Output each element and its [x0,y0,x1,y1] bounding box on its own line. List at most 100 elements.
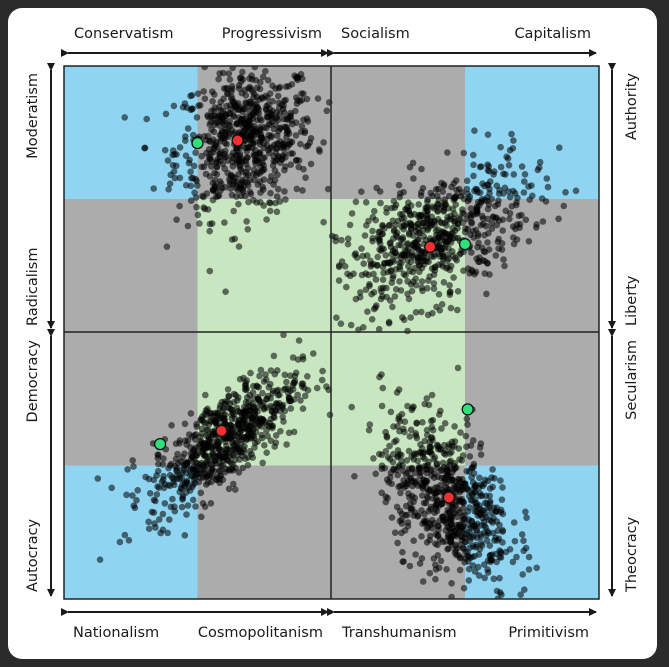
data-point [400,270,408,278]
data-point [447,535,455,543]
data-point [411,509,419,516]
data-point [443,238,451,245]
data-point [298,122,306,130]
data-point [430,285,438,293]
data-point [225,127,232,135]
data-point [500,170,507,178]
data-point [350,270,357,278]
data-point [461,558,468,566]
data-point [399,548,406,556]
data-point [462,432,470,440]
data-point [451,549,459,557]
data-point [448,593,455,599]
data-point [360,260,368,268]
data-point [292,369,300,377]
data-point [493,518,501,525]
data-point [426,569,434,577]
data-point [486,185,493,193]
label-conservatism: Conservatism [74,26,173,42]
data-point [187,106,195,114]
data-point [293,100,301,107]
data-point [525,238,533,245]
data-point [491,475,498,482]
data-point [520,189,528,196]
data-point [320,139,327,146]
data-point [267,199,274,207]
data-point [259,459,267,467]
data-point [370,270,377,278]
data-point [520,547,527,555]
data-point [401,418,409,426]
data-point [447,212,455,220]
data-point [187,197,195,204]
data-point [210,115,217,123]
data-point [202,391,209,399]
data-point [324,185,332,193]
data-point [423,257,430,265]
data-point [489,466,496,473]
data-point [409,278,417,286]
data-point [344,235,352,242]
data-point [198,430,206,437]
data-point [386,442,393,450]
data-point [444,149,451,156]
data-point [155,460,162,468]
data-point [249,139,257,147]
data-point [301,392,309,400]
data-point [433,303,440,311]
data-point [241,86,249,94]
data-point [437,557,445,565]
data-point [166,471,174,479]
data-point [382,252,390,259]
label-cosmopolitanism: Cosmopolitanism [198,625,323,641]
data-point [201,503,209,511]
label-capitalism: Capitalism [514,26,591,42]
data-point [455,445,463,452]
data-point [396,482,404,490]
data-point [484,239,491,246]
data-point [257,164,265,171]
data-point [510,137,517,144]
red-marker [442,491,456,504]
data-point [171,507,179,515]
data-point [364,308,371,316]
data-point [414,220,422,228]
data-point [373,184,380,192]
data-point [211,438,218,446]
data-point [228,236,236,243]
data-point [228,411,236,419]
data-point [263,216,270,223]
data-point [460,584,468,592]
data-point [447,304,455,312]
data-point [204,457,211,465]
data-point [383,476,391,484]
data-point [395,413,403,421]
data-point [454,224,461,232]
data-point [412,551,419,558]
data-point [423,395,431,402]
data-point [285,429,293,437]
data-point [304,373,311,380]
data-point [209,186,217,193]
data-point [207,412,215,420]
data-point [464,521,472,528]
data-point [195,102,202,109]
data-point [482,524,490,531]
data-point [519,571,526,578]
data-point [454,364,462,372]
data-point [463,185,471,193]
data-point [374,253,382,261]
data-point [410,175,417,182]
data-point [476,254,483,261]
data-point [219,461,227,469]
data-point [318,376,326,384]
data-point [420,219,427,227]
data-point [406,163,414,171]
data-point [185,431,193,438]
data-point [506,210,514,217]
label-transhumanism: Transhumanism [341,625,457,641]
data-point [244,226,252,233]
data-point [216,157,224,165]
data-point [161,480,168,488]
